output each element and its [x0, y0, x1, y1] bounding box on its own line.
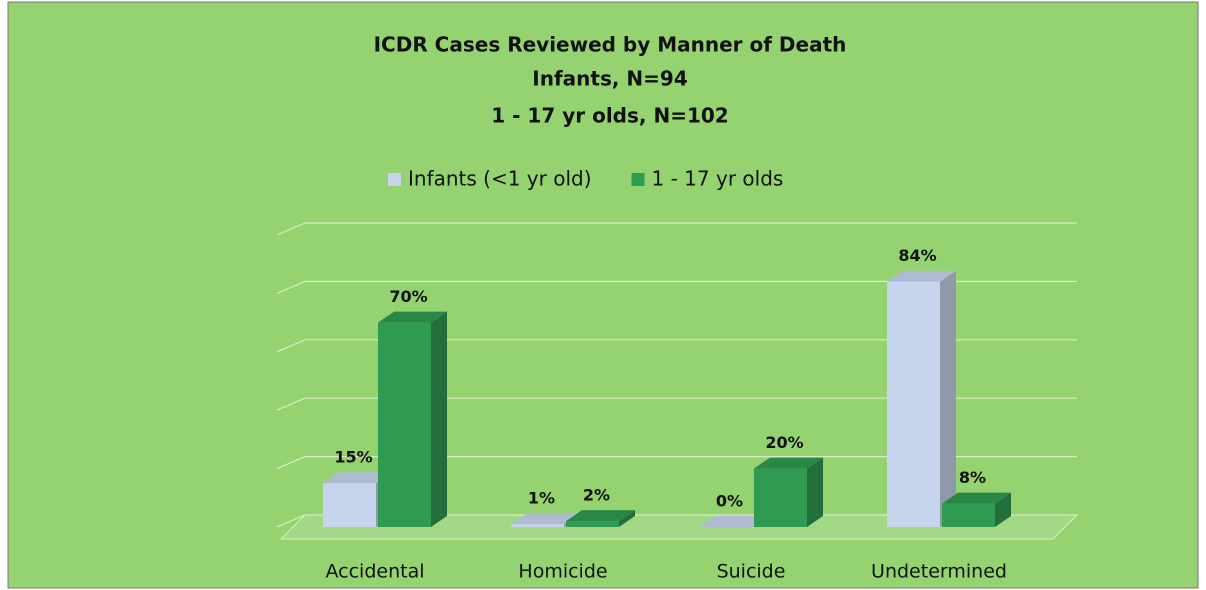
grid-line — [276, 280, 1077, 294]
data-label: 20% — [765, 433, 803, 452]
data-label: 70% — [389, 287, 427, 306]
bar-top — [323, 472, 392, 484]
bar-front — [511, 524, 564, 527]
bar-front — [754, 468, 807, 527]
x-tick-label: Suicide — [717, 561, 786, 583]
legend-swatch — [631, 173, 645, 186]
bar — [378, 311, 447, 527]
legend-label: 1 - 17 yr olds — [652, 167, 784, 191]
bar-front — [887, 281, 940, 527]
data-label: 15% — [334, 448, 372, 467]
data-label: 2% — [583, 486, 610, 505]
grid-line — [276, 456, 1077, 470]
bar — [566, 510, 635, 527]
bar-side — [940, 270, 956, 527]
bar-side — [619, 510, 635, 527]
bar-side — [431, 311, 447, 527]
grid-line — [276, 339, 1077, 353]
bar-top — [566, 510, 635, 522]
grid-line — [276, 222, 1077, 236]
bar — [754, 457, 823, 527]
x-tick-label: Undetermined — [871, 561, 1007, 583]
chart-title: ICDR Cases Reviewed by Manner of Death — [374, 33, 847, 57]
data-label: 1% — [528, 489, 555, 508]
bar-top — [754, 457, 823, 469]
bar — [699, 516, 768, 527]
bar-front — [566, 521, 619, 527]
bar-side — [807, 457, 823, 527]
bar-top — [887, 270, 956, 282]
chart-background — [7, 1, 1199, 589]
bar-top — [378, 311, 447, 323]
legend-label: Infants (<1 yr old) — [408, 167, 592, 191]
data-label: 0% — [716, 492, 743, 511]
bar-front — [942, 503, 995, 527]
bar — [887, 270, 956, 527]
grid-line — [276, 397, 1077, 411]
bar-front — [323, 483, 376, 527]
bar-top — [699, 516, 768, 527]
x-tick-label: Homicide — [518, 561, 607, 583]
x-tick-label: Accidental — [326, 561, 425, 583]
chart-subtitle: Infants, N=94 — [532, 67, 687, 91]
bar-side — [995, 492, 1011, 527]
bar-top — [511, 513, 580, 525]
bar — [942, 492, 1011, 527]
bar-top — [942, 492, 1011, 504]
legend-swatch — [388, 173, 401, 186]
data-label: 8% — [959, 468, 986, 487]
bar-front — [378, 322, 431, 527]
data-label: 84% — [898, 246, 936, 265]
chart-subtitle: 1 - 17 yr olds, N=102 — [491, 104, 728, 128]
